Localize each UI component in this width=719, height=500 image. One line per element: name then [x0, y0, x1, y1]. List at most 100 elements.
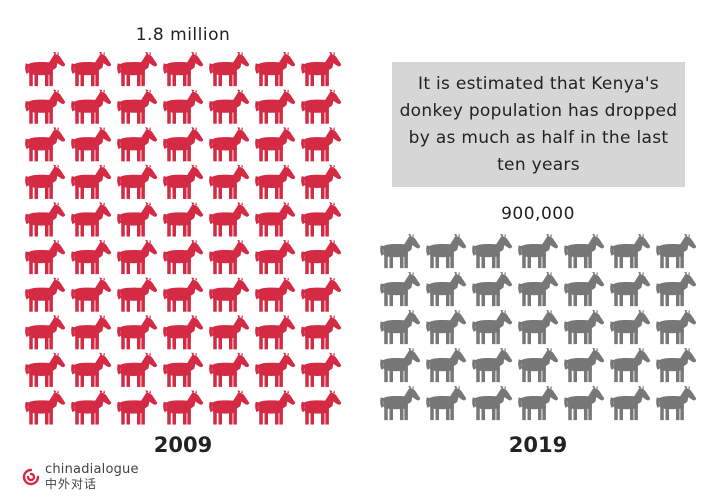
donkey-icon	[518, 272, 559, 307]
value-label-2019: 900,000	[501, 204, 575, 224]
donkey-icon	[163, 315, 204, 350]
icon-grid-2009	[25, 52, 342, 425]
donkey-icon	[472, 310, 513, 345]
donkey-icon	[209, 240, 250, 275]
donkey-icon	[564, 234, 605, 269]
donkey-icon	[426, 234, 467, 269]
donkey-icon	[255, 89, 296, 124]
donkey-icon	[518, 234, 559, 269]
donkey-icon	[301, 202, 342, 237]
donkey-icon	[163, 390, 204, 425]
donkey-icon	[301, 352, 342, 387]
donkey-icon	[656, 234, 697, 269]
donkey-icon	[25, 352, 66, 387]
donkey-icon	[117, 89, 158, 124]
donkey-icon	[163, 89, 204, 124]
donkey-icon	[255, 352, 296, 387]
donkey-icon	[209, 52, 250, 87]
donkey-icon	[380, 272, 421, 307]
donkey-icon	[610, 272, 651, 307]
donkey-icon	[656, 310, 697, 345]
donkey-icon	[117, 240, 158, 275]
donkey-icon	[518, 386, 559, 421]
donkey-icon	[564, 310, 605, 345]
donkey-icon	[209, 277, 250, 312]
donkey-icon	[25, 240, 66, 275]
donkey-icon	[472, 348, 513, 383]
donkey-icon	[518, 348, 559, 383]
icon-grid-2019	[380, 234, 697, 421]
donkey-icon	[163, 202, 204, 237]
donkey-icon	[380, 348, 421, 383]
donkey-icon	[209, 352, 250, 387]
donkey-icon	[380, 234, 421, 269]
donkey-icon	[426, 272, 467, 307]
donkey-icon	[255, 240, 296, 275]
donkey-icon	[564, 272, 605, 307]
donkey-icon	[255, 127, 296, 162]
donkey-icon	[163, 52, 204, 87]
donkey-icon	[71, 127, 112, 162]
donkey-icon	[163, 352, 204, 387]
donkey-icon	[564, 348, 605, 383]
donkey-icon	[472, 234, 513, 269]
donkey-icon	[163, 240, 204, 275]
donkey-icon	[255, 315, 296, 350]
donkey-icon	[426, 386, 467, 421]
donkey-icon	[209, 89, 250, 124]
donkey-icon	[610, 310, 651, 345]
donkey-icon	[71, 352, 112, 387]
donkey-icon	[426, 348, 467, 383]
value-label-2009: 1.8 million	[136, 25, 231, 45]
donkey-icon	[301, 277, 342, 312]
donkey-icon	[209, 164, 250, 199]
donkey-icon	[656, 348, 697, 383]
donkey-icon	[209, 390, 250, 425]
donkey-icon	[301, 127, 342, 162]
donkey-icon	[25, 202, 66, 237]
donkey-icon	[71, 390, 112, 425]
donkey-icon	[25, 127, 66, 162]
donkey-icon	[301, 89, 342, 124]
donkey-icon	[71, 89, 112, 124]
donkey-icon	[426, 310, 467, 345]
brand-name-cn: 中外对话	[45, 477, 98, 491]
donkey-icon	[209, 127, 250, 162]
year-label-2019: 2019	[509, 433, 567, 457]
brand-logo: chinadialogue 中外对话	[22, 462, 139, 492]
donkey-icon	[610, 386, 651, 421]
donkey-icon	[255, 164, 296, 199]
donkey-icon	[656, 272, 697, 307]
donkey-icon	[71, 315, 112, 350]
donkey-icon	[163, 127, 204, 162]
donkey-icon	[117, 277, 158, 312]
donkey-icon	[564, 386, 605, 421]
donkey-icon	[255, 390, 296, 425]
donkey-icon	[117, 127, 158, 162]
donkey-icon	[301, 240, 342, 275]
donkey-icon	[25, 52, 66, 87]
donkey-icon	[117, 52, 158, 87]
donkey-icon	[380, 310, 421, 345]
donkey-icon	[255, 277, 296, 312]
brand-name: chinadialogue	[45, 462, 139, 477]
donkey-icon	[25, 277, 66, 312]
donkey-icon	[71, 52, 112, 87]
donkey-icon	[71, 277, 112, 312]
year-label-2009: 2009	[154, 433, 212, 457]
donkey-icon	[71, 240, 112, 275]
donkey-icon	[610, 348, 651, 383]
donkey-icon	[25, 315, 66, 350]
annotation-text: It is estimated that Kenya's donkey popu…	[399, 73, 678, 175]
donkey-icon	[25, 164, 66, 199]
donkey-icon	[163, 164, 204, 199]
donkey-icon	[117, 390, 158, 425]
donkey-icon	[25, 390, 66, 425]
donkey-icon	[163, 277, 204, 312]
donkey-icon	[209, 315, 250, 350]
donkey-icon	[209, 202, 250, 237]
donkey-icon	[518, 310, 559, 345]
annotation-box: It is estimated that Kenya's donkey popu…	[392, 62, 685, 187]
donkey-icon	[301, 315, 342, 350]
